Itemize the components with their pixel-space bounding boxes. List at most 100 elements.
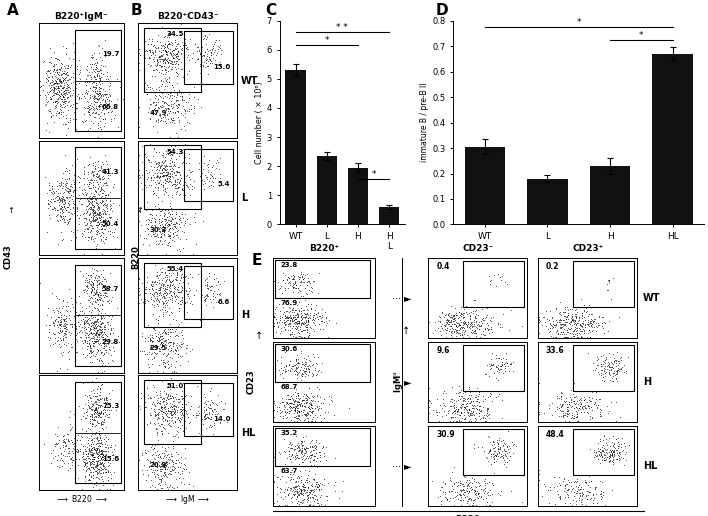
Point: [548, 320, 559, 328]
Point: [173, 47, 184, 56]
Point: [284, 307, 295, 315]
Point: [86, 232, 98, 240]
Point: [99, 119, 110, 127]
Point: [170, 50, 181, 58]
Point: [91, 199, 103, 207]
Point: [84, 270, 95, 279]
Point: [287, 396, 299, 404]
Point: [435, 331, 447, 339]
Point: [91, 55, 102, 63]
Point: [163, 39, 174, 47]
Point: [296, 312, 307, 320]
Point: [135, 221, 147, 229]
Point: [455, 323, 467, 331]
Point: [559, 320, 570, 329]
Point: [197, 169, 208, 178]
Point: [297, 369, 308, 378]
Point: [304, 309, 316, 317]
Point: [72, 474, 83, 482]
Point: [83, 107, 94, 116]
Point: [156, 443, 168, 451]
Text: $\uparrow$: $\uparrow$: [400, 324, 411, 336]
Point: [163, 40, 174, 48]
Point: [204, 415, 215, 423]
Point: [103, 325, 114, 333]
Point: [598, 430, 610, 439]
Point: [291, 310, 302, 318]
Point: [190, 58, 201, 66]
Point: [92, 335, 103, 343]
Point: [86, 195, 97, 203]
Point: [571, 399, 582, 408]
Point: [90, 481, 101, 490]
Point: [81, 278, 93, 286]
Point: [448, 312, 459, 320]
Point: [285, 391, 297, 399]
Point: [174, 42, 185, 50]
Point: [312, 353, 324, 362]
Point: [45, 108, 57, 117]
Point: [314, 482, 325, 491]
Point: [174, 170, 185, 179]
Point: [308, 443, 319, 452]
Point: [314, 448, 326, 456]
Point: [98, 216, 109, 224]
Point: [573, 404, 585, 412]
Point: [62, 82, 73, 90]
Point: [307, 480, 318, 488]
Point: [58, 83, 69, 91]
Point: [468, 411, 479, 419]
Point: [58, 202, 69, 211]
Point: [173, 432, 184, 441]
Point: [455, 491, 466, 499]
Point: [164, 455, 176, 463]
Point: [447, 417, 459, 425]
Point: [154, 227, 165, 235]
Point: [163, 206, 174, 215]
Point: [101, 191, 112, 199]
Point: [488, 361, 499, 369]
Point: [67, 456, 79, 464]
Point: [290, 431, 302, 440]
Point: [290, 360, 302, 368]
Point: [159, 345, 171, 353]
Point: [51, 176, 62, 185]
Point: [41, 71, 52, 79]
Point: [53, 321, 64, 329]
Point: [302, 314, 314, 322]
Point: [42, 66, 54, 74]
Point: [98, 403, 110, 411]
Point: [153, 279, 164, 287]
Point: [55, 334, 66, 343]
Point: [559, 333, 571, 341]
Point: [544, 327, 556, 335]
Point: [96, 341, 107, 349]
Point: [304, 329, 315, 337]
Point: [165, 115, 176, 123]
Point: [471, 487, 482, 495]
Point: [300, 316, 312, 325]
Point: [163, 415, 174, 424]
Point: [59, 438, 71, 446]
Point: [581, 491, 592, 499]
Point: [167, 229, 178, 237]
Point: [160, 54, 171, 62]
Point: [86, 205, 98, 213]
Point: [82, 342, 93, 350]
Point: [139, 227, 151, 235]
Point: [188, 213, 199, 221]
Point: [493, 445, 505, 454]
Point: [92, 469, 103, 477]
Point: [164, 421, 175, 429]
Point: [100, 191, 111, 199]
Point: [171, 273, 182, 281]
Point: [566, 411, 578, 419]
Point: [101, 348, 112, 357]
Point: [284, 367, 295, 375]
Point: [491, 450, 503, 458]
Point: [554, 316, 565, 324]
Point: [141, 152, 152, 160]
Point: [171, 53, 182, 61]
Point: [207, 292, 218, 300]
Point: [52, 309, 64, 317]
